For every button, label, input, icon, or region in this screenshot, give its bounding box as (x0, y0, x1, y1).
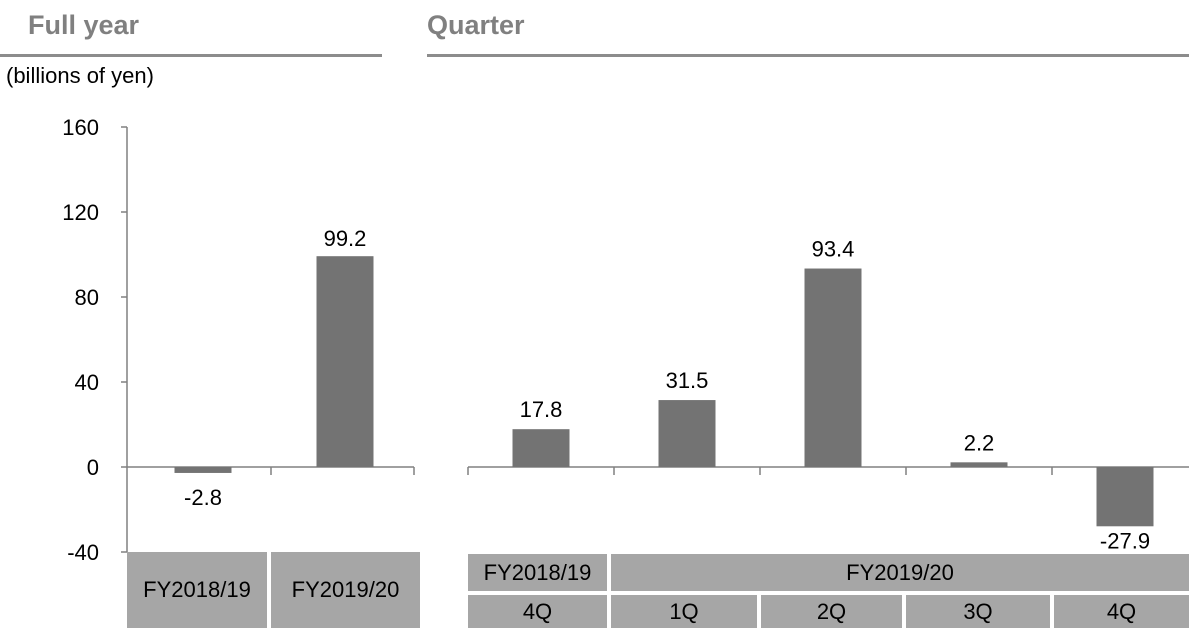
data-label: 2.2 (964, 430, 995, 455)
full-year-heading: Full year (28, 10, 140, 40)
data-label: 99.2 (324, 226, 367, 251)
data-label: 17.8 (520, 397, 563, 422)
y-tick-label: 120 (62, 200, 99, 225)
bar-quarter-3 (804, 268, 862, 467)
data-label: -27.9 (1100, 528, 1150, 553)
quarter-category-4q-fy2018: 4Q (468, 595, 607, 628)
data-label: -2.8 (184, 485, 222, 510)
quarter-category-3q: 3Q (906, 595, 1050, 628)
full-year-category-fy2018: FY2018/19 (127, 552, 267, 628)
bar-quarter-4 (950, 462, 1008, 467)
bar-fy2018-19 (174, 467, 232, 473)
y-tick-label: 160 (62, 115, 99, 140)
y-tick-label: -40 (67, 540, 99, 565)
data-label: 93.4 (812, 237, 855, 262)
bar-quarter-1 (512, 429, 570, 467)
y-tick-label: 0 (87, 455, 99, 480)
bar-quarter-5 (1096, 467, 1154, 527)
quarter-category-1q: 1Q (611, 595, 757, 628)
y-tick-label: 80 (75, 285, 99, 310)
bar-quarter-2 (658, 400, 716, 467)
full-year-category-fy2019: FY2019/20 (271, 552, 420, 628)
quarter-heading-rule (427, 54, 1189, 57)
data-label: 31.5 (666, 368, 709, 393)
quarter-fiscal-year-fy2018: FY2018/19 (468, 554, 607, 591)
y-tick-label: 40 (75, 370, 99, 395)
quarter-category-4q-fy2019: 4Q (1054, 595, 1189, 628)
bar-fy2019-20 (316, 256, 374, 467)
quarter-fiscal-year-fy2019: FY2019/20 (611, 554, 1189, 591)
unit-label: (billions of yen) (6, 63, 154, 88)
quarter-category-2q: 2Q (761, 595, 902, 628)
quarter-heading: Quarter (427, 10, 525, 40)
full-year-heading-rule (0, 54, 382, 57)
